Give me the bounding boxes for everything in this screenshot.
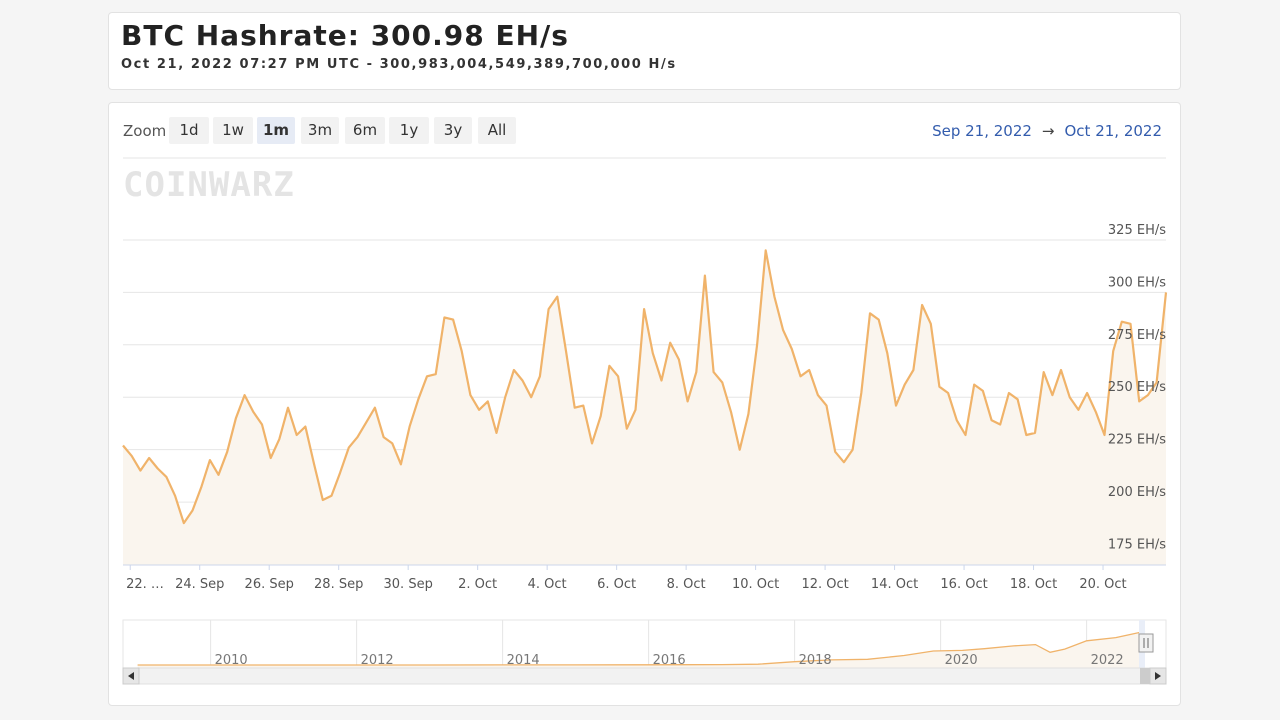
header-card: BTC Hashrate: 300.98 EH/s Oct 21, 2022 0… bbox=[108, 12, 1181, 90]
x-tick-label: 2. Oct bbox=[458, 577, 497, 592]
navigator-handle-box[interactable] bbox=[1138, 633, 1154, 653]
x-axis-labels: 22. … 24. Sep 26. Sep 28. Sep 30. Sep 2. Oct 4… bbox=[126, 565, 1127, 592]
navigator-tick-label: 2014 bbox=[507, 653, 540, 668]
navigator-tick-label: 2022 bbox=[1091, 653, 1124, 668]
x-tick-label: 16. Oct bbox=[940, 577, 987, 592]
hashrate-chart: COINWARZ 175 EH/s 200 EH/s 225 EH/s 250 EH/… bbox=[122, 157, 1168, 685]
y-tick-label: 250 EH/s bbox=[1108, 380, 1166, 395]
range-arrow: → bbox=[1041, 122, 1055, 140]
zoom-button-3m[interactable]: 3m bbox=[301, 117, 339, 144]
scrollbar-track[interactable] bbox=[122, 667, 1167, 685]
x-tick-label: 30. Sep bbox=[384, 577, 433, 592]
x-tick-label: 28. Sep bbox=[314, 577, 363, 592]
zoom-button-1m[interactable]: 1m bbox=[257, 117, 295, 144]
zoom-label: Zoom bbox=[123, 122, 167, 140]
x-tick-label: 12. Oct bbox=[801, 577, 848, 592]
x-tick-label: 22. … bbox=[126, 577, 164, 592]
navigator-tick-label: 2020 bbox=[945, 653, 978, 668]
y-axis-labels: 175 EH/s 200 EH/s 225 EH/s 250 EH/s 275 EH/s… bbox=[1108, 223, 1166, 553]
x-tick-label: 18. Oct bbox=[1010, 577, 1057, 592]
x-tick-label: 4. Oct bbox=[528, 577, 567, 592]
separator: - bbox=[366, 57, 374, 72]
x-tick-label: 6. Oct bbox=[597, 577, 636, 592]
navigator-tick-label: 2018 bbox=[799, 653, 832, 668]
range-to-input[interactable]: Oct 21, 2022 bbox=[1064, 122, 1163, 140]
zoom-button-1d[interactable]: 1d bbox=[169, 117, 209, 144]
chart-card: Zoom 1d 1w 1m 3m 6m 1y 3y All Sep 21, 20… bbox=[108, 102, 1181, 706]
zoom-button-6m[interactable]: 6m bbox=[345, 117, 385, 144]
x-tick-label: 14. Oct bbox=[871, 577, 918, 592]
x-tick-label: 20. Oct bbox=[1079, 577, 1126, 592]
x-tick-label: 10. Oct bbox=[732, 577, 779, 592]
zoom-button-1y[interactable]: 1y bbox=[389, 117, 429, 144]
timestamp: Oct 21, 2022 07:27 PM UTC bbox=[121, 57, 361, 72]
coinwarz-watermark: COINWARZ bbox=[123, 165, 295, 205]
scrollbar-thumb[interactable] bbox=[1140, 668, 1150, 684]
y-tick-label: 300 EH/s bbox=[1108, 275, 1166, 290]
page-title: BTC Hashrate: 300.98 EH/s bbox=[121, 19, 569, 52]
scroll-left-icon bbox=[128, 672, 134, 680]
navigator-tick-label: 2010 bbox=[215, 653, 248, 668]
series-group bbox=[122, 249, 1168, 565]
x-tick-label: 26. Sep bbox=[245, 577, 294, 592]
zoom-button-3y[interactable]: 3y bbox=[434, 117, 472, 144]
navigator-tick-label: 2016 bbox=[653, 653, 686, 668]
y-tick-label: 225 EH/s bbox=[1108, 433, 1166, 448]
navigator-handle[interactable] bbox=[1138, 633, 1154, 653]
navigator-area bbox=[137, 631, 1146, 668]
y-tick-label: 325 EH/s bbox=[1108, 223, 1166, 238]
y-tick-label: 200 EH/s bbox=[1108, 485, 1166, 500]
hashrate-exact: 300,983,004,549,389,700,000 H/s bbox=[379, 57, 677, 72]
zoom-button-all[interactable]: All bbox=[478, 117, 516, 144]
navigator-line bbox=[137, 630, 1146, 666]
series-area bbox=[123, 250, 1166, 565]
navigator-labels: 2010 2012 2014 2016 2018 2020 2022 bbox=[215, 653, 1124, 668]
zoom-button-1w[interactable]: 1w bbox=[213, 117, 253, 144]
y-tick-label: 175 EH/s bbox=[1108, 538, 1166, 553]
scroll-right-icon bbox=[1155, 672, 1161, 680]
range-from-input[interactable]: Sep 21, 2022 bbox=[932, 122, 1032, 140]
date-range: Sep 21, 2022 → Oct 21, 2022 bbox=[932, 122, 1162, 140]
series-line bbox=[122, 249, 1168, 525]
hashrate-subtitle: Oct 21, 2022 07:27 PM UTC -300,983,004,54… bbox=[121, 57, 677, 72]
y-tick-label: 275 EH/s bbox=[1108, 328, 1166, 343]
x-tick-label: 8. Oct bbox=[667, 577, 706, 592]
x-tick-label: 24. Sep bbox=[175, 577, 224, 592]
navigator-tick-label: 2012 bbox=[361, 653, 394, 668]
navigator[interactable]: 2010 2012 2014 2016 2018 2020 2022 bbox=[122, 619, 1167, 685]
